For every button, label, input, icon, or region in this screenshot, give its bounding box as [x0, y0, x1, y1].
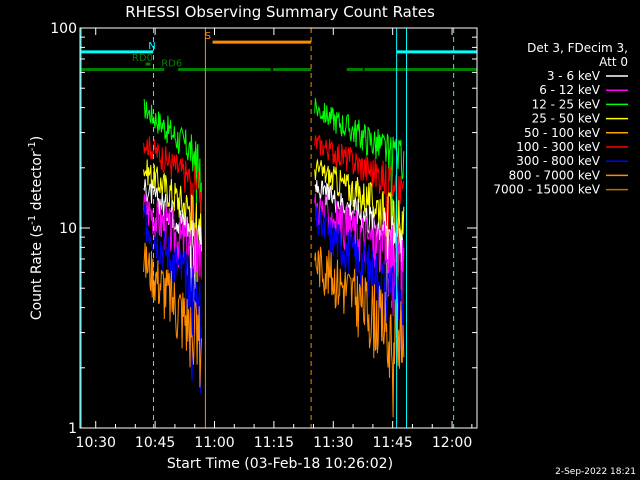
x-tick-label-11:45: 11:45	[372, 435, 412, 451]
axis-ticks: 10:30 10:45 11:00 11:15 11:30 11:45 12:00 1 10 10…	[50, 21, 477, 451]
trace-2-6	[314, 205, 405, 351]
trace-2-4	[314, 180, 405, 328]
x-tick-label-12:00: 12:00	[432, 435, 472, 451]
legend-label-5: 50 - 100 keV	[524, 126, 601, 140]
y-axis-label: Count Rate (s-1 detector-1)	[27, 136, 45, 320]
legend-label-8: 800 - 7000 keV	[509, 168, 601, 182]
flag-rd0-label: RD0	[132, 53, 153, 64]
legend-label-1: 3 - 6 keV	[547, 69, 601, 83]
trace-1-6	[143, 204, 202, 393]
x-tick-label-11:15: 11:15	[254, 435, 294, 451]
y-tick-label-10: 10	[59, 221, 77, 237]
y-tick-label-100: 100	[50, 21, 77, 37]
trace-2-7	[314, 246, 405, 418]
trace-2-2	[314, 134, 405, 282]
footer-timestamp: 2-Sep-2022 18:21	[555, 467, 636, 477]
trace-2-3	[314, 159, 405, 301]
chart-title: RHESSI Observing Summary Count Rates	[125, 3, 435, 21]
trace-1-2	[143, 136, 202, 280]
flag-rd6-label: RD6	[161, 59, 182, 70]
legend-label-2: 6 - 12 keV	[539, 83, 601, 97]
legend-label-9: 7000 - 15000 keV	[493, 183, 600, 197]
data-traces	[143, 98, 405, 418]
flag-n-label: N	[148, 41, 155, 52]
legend-label-4: 25 - 50 keV	[532, 112, 601, 126]
legend-label-3: 12 - 25 keV	[532, 97, 601, 111]
trace-2-1	[314, 98, 405, 239]
x-axis-label: Start Time (03-Feb-18 10:26:02)	[167, 456, 393, 472]
legend-header-line-1: Det 3, FDecim 3,	[527, 41, 628, 55]
legend-label-6: 100 - 300 keV	[516, 140, 600, 154]
x-tick-label-10:30: 10:30	[76, 435, 116, 451]
legend-label-7: 300 - 800 keV	[516, 154, 600, 168]
flag-s-label: S	[205, 31, 211, 42]
x-tick-label-11:30: 11:30	[313, 435, 353, 451]
legend-header-line-2: Att 0	[599, 55, 628, 69]
x-tick-label-11:00: 11:00	[194, 435, 234, 451]
x-tick-label-10:45: 10:45	[135, 435, 175, 451]
y-tick-label-1: 1	[68, 421, 77, 437]
